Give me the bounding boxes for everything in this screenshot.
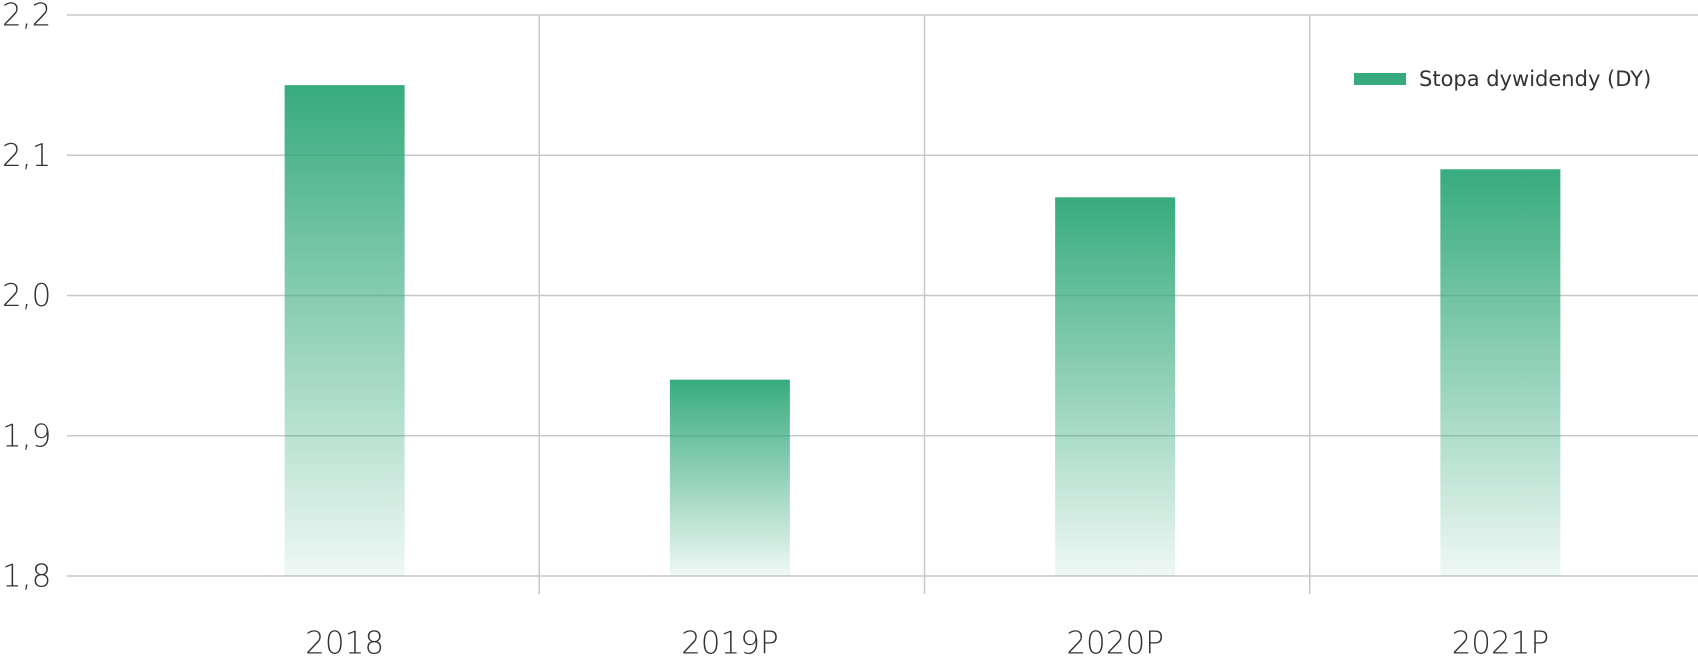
y-tick-label: 1,9: [2, 418, 51, 454]
x-tick-label: 2020P: [1066, 626, 1164, 657]
y-tick-label: 2,1: [2, 138, 51, 174]
legend-label: Stopa dywidendy (DY): [1419, 67, 1651, 91]
bar: [284, 85, 405, 576]
x-tick-label: 2021P: [1452, 626, 1550, 657]
bar: [1055, 197, 1176, 576]
legend-swatch: [1354, 73, 1406, 85]
bar: [1440, 169, 1561, 576]
x-tick-label: 2018: [305, 626, 384, 657]
y-tick-label: 2,0: [2, 278, 51, 314]
bar: [669, 379, 790, 576]
y-tick-label: 2,2: [2, 0, 51, 34]
y-tick-label: 1,8: [2, 559, 51, 595]
x-tick-label: 2019P: [681, 626, 779, 657]
